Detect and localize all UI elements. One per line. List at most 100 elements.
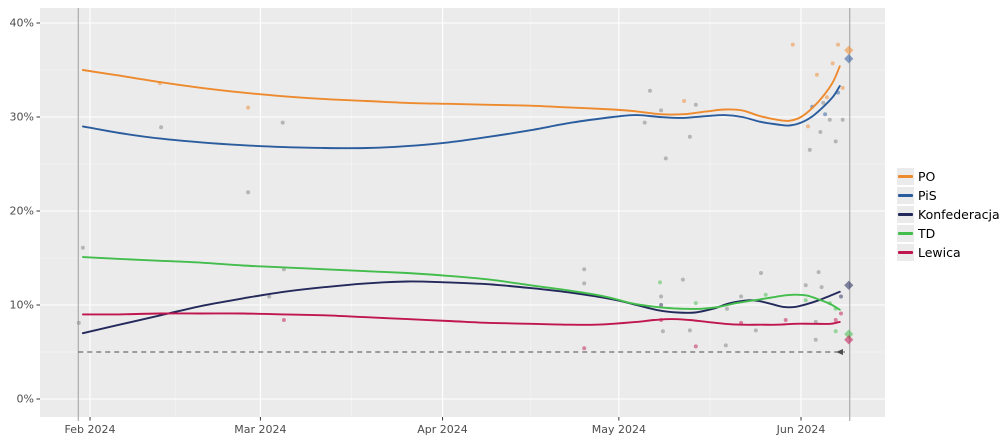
- poll-point: [836, 42, 840, 47]
- result-marker-konfederacja: [844, 280, 854, 290]
- poll-point: [803, 298, 808, 303]
- poll-point: [659, 108, 664, 113]
- poll-point: [827, 117, 832, 122]
- legend-label-pis: PiS: [918, 188, 937, 203]
- plot-panel: [40, 8, 885, 417]
- poll-point: [821, 100, 826, 105]
- legend-item-td: TD: [897, 224, 1000, 243]
- poll-point: [839, 311, 843, 316]
- legend-key-td: [897, 225, 914, 242]
- y-tick-label: 20%: [10, 205, 34, 218]
- po-line-swatch: [898, 175, 913, 178]
- poll-point: [823, 112, 828, 117]
- result-marker-po: [844, 45, 854, 55]
- x-tick-label: May 2024: [592, 423, 646, 436]
- poll-point: [833, 318, 838, 322]
- legend-key-konfederacja: [897, 206, 914, 223]
- legend-label-lewica: Lewica: [918, 245, 961, 260]
- legend-key-po: [897, 168, 914, 185]
- poll-point: [659, 294, 664, 299]
- poll-point: [725, 306, 729, 311]
- legend-label-konfederacja: Konfederacja: [918, 207, 1000, 222]
- konfederacja-line-swatch: [898, 213, 913, 216]
- poll-point: [687, 134, 692, 139]
- legend-label-po: PO: [918, 169, 936, 184]
- x-tick-label: Feb 2024: [65, 423, 116, 436]
- poll-point: [840, 85, 845, 90]
- poll-point: [280, 120, 285, 125]
- poll-point: [582, 346, 587, 351]
- legend-key-pis: [897, 187, 914, 204]
- poll-point: [723, 343, 728, 348]
- result-marker-lewica: [844, 335, 854, 345]
- poll-point: [813, 337, 818, 342]
- poll-point: [839, 294, 843, 299]
- poll-point: [642, 120, 647, 125]
- y-tick-label: 40%: [10, 17, 34, 30]
- poll-point: [814, 72, 819, 77]
- poll-point: [816, 270, 821, 275]
- poll-point: [753, 328, 758, 333]
- y-tick-label: 30%: [10, 111, 34, 124]
- poll-point: [833, 139, 838, 144]
- threshold-arrow: [836, 349, 843, 355]
- poll-point: [833, 329, 838, 334]
- poll-point: [693, 301, 698, 306]
- poll-point: [819, 285, 824, 290]
- trend-line-po: [81, 65, 841, 122]
- poll-point: [76, 320, 81, 325]
- poll-point: [807, 147, 812, 152]
- poll-point: [648, 88, 652, 93]
- result-marker-td: [844, 329, 854, 339]
- poll-point: [803, 283, 808, 288]
- trend-line-lewica: [81, 312, 841, 326]
- poll-point: [582, 267, 587, 272]
- result-marker-pis: [844, 54, 854, 64]
- poll-point: [582, 281, 587, 286]
- pis-line-swatch: [898, 194, 913, 197]
- poll-point: [693, 102, 698, 107]
- poll-point: [246, 105, 251, 110]
- legend-key-lewica: [897, 244, 914, 261]
- poll-point: [267, 294, 272, 299]
- y-tick-label: 0%: [17, 393, 34, 406]
- poll-point: [680, 277, 685, 282]
- y-tick-label: 10%: [10, 299, 34, 312]
- poll-point: [840, 117, 845, 122]
- poll-point: [830, 61, 835, 66]
- poll-point: [759, 271, 763, 275]
- poll-point: [80, 245, 85, 250]
- legend-item-po: PO: [897, 167, 1000, 186]
- x-tick-label: Jun 2024: [776, 423, 826, 436]
- legend-label-td: TD: [918, 226, 936, 241]
- poll-point: [281, 318, 286, 322]
- x-tick-label: Apr 2024: [417, 423, 468, 436]
- legend-item-pis: PiS: [897, 186, 1000, 205]
- poll-point: [663, 156, 668, 161]
- td-line-swatch: [898, 232, 913, 235]
- poll-point: [783, 318, 788, 322]
- legend-item-konfederacja: Konfederacja: [897, 205, 1000, 224]
- poll-point: [659, 303, 664, 307]
- poll-point: [790, 42, 795, 47]
- poll-point: [818, 130, 823, 134]
- poll-point: [246, 190, 251, 195]
- legend-item-lewica: Lewica: [897, 243, 1000, 262]
- poll-point: [159, 125, 164, 130]
- poll-point: [693, 344, 698, 349]
- poll-point: [806, 124, 810, 129]
- trend-line-pis: [81, 85, 841, 150]
- poll-point: [660, 329, 665, 334]
- poll-point: [682, 99, 687, 103]
- trend-line-td: [81, 256, 841, 311]
- legend: PO PiS Konfederacja TD Lewica: [897, 167, 1000, 262]
- lewica-line-swatch: [898, 251, 913, 254]
- poll-point: [687, 328, 692, 333]
- poll-point: [739, 294, 744, 299]
- poll-point: [763, 292, 768, 297]
- x-tick-label: Mar 2024: [234, 423, 286, 436]
- poll-point: [824, 95, 829, 100]
- poll-point: [658, 280, 662, 285]
